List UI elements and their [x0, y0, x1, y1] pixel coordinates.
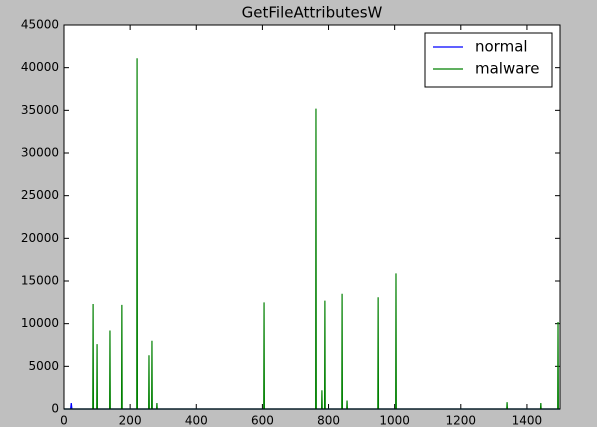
x-tick-label: 200 — [119, 414, 142, 427]
chart-title: GetFileAttributesW — [242, 4, 383, 22]
y-tick-label: 35000 — [21, 103, 59, 117]
y-tick-label: 45000 — [21, 18, 59, 32]
y-tick-label: 5000 — [28, 359, 59, 373]
x-tick-label: 0 — [60, 414, 68, 427]
x-tick-label: 1200 — [446, 414, 477, 427]
legend-box — [424, 32, 553, 88]
y-tick-label: 10000 — [21, 316, 59, 330]
plot-frame — [63, 24, 561, 410]
x-tick-label: 1400 — [512, 414, 543, 427]
plot-area — [64, 25, 560, 409]
y-tick-label: 40000 — [21, 60, 59, 74]
y-tick-label: 20000 — [21, 231, 59, 245]
x-tick-label: 600 — [251, 414, 274, 427]
legend-label: normal — [475, 38, 528, 56]
y-tick-label: 30000 — [21, 146, 59, 160]
x-tick-label: 1000 — [379, 414, 410, 427]
legend-label: malware — [475, 60, 540, 78]
x-tick-label: 800 — [317, 414, 340, 427]
y-tick-label: 0 — [51, 402, 59, 416]
y-tick-label: 15000 — [21, 274, 59, 288]
y-tick-label: 25000 — [21, 188, 59, 202]
x-tick-label: 400 — [185, 414, 208, 427]
